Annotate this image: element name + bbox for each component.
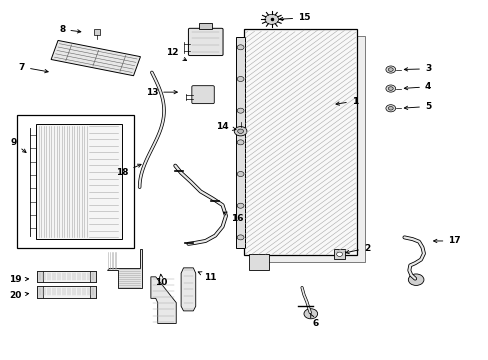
Text: 6: 6 [310, 314, 318, 328]
Text: 12: 12 [166, 48, 186, 60]
Text: 20: 20 [9, 291, 29, 300]
Text: 11: 11 [198, 272, 217, 282]
Circle shape [387, 68, 392, 71]
Text: 4: 4 [404, 82, 430, 91]
Text: 10: 10 [155, 274, 167, 287]
Circle shape [237, 203, 244, 208]
Bar [90, 271, 96, 282]
Circle shape [336, 252, 342, 256]
Bar [90, 286, 96, 298]
Bar [37, 286, 43, 298]
Circle shape [407, 274, 423, 285]
Circle shape [304, 309, 317, 319]
Polygon shape [107, 249, 142, 288]
Bar [253, 36, 365, 262]
Bar [333, 249, 345, 259]
Bar [37, 271, 96, 282]
Bar [244, 30, 356, 255]
Circle shape [385, 105, 395, 112]
Text: 5: 5 [404, 102, 430, 111]
Circle shape [237, 235, 244, 240]
Circle shape [237, 45, 244, 50]
Circle shape [237, 129, 243, 134]
Bar [249, 253, 268, 270]
Circle shape [237, 76, 244, 81]
Circle shape [387, 87, 392, 90]
Text: 7: 7 [19, 63, 48, 73]
Circle shape [234, 127, 246, 136]
Text: 13: 13 [145, 87, 177, 96]
Circle shape [237, 171, 244, 176]
Text: 3: 3 [404, 64, 430, 73]
Bar [37, 286, 96, 298]
Polygon shape [181, 268, 195, 311]
Text: 1: 1 [335, 96, 357, 105]
Circle shape [264, 14, 278, 24]
Polygon shape [51, 40, 140, 76]
Bar [235, 37, 245, 248]
Polygon shape [151, 277, 176, 323]
Bar [199, 23, 212, 30]
Text: 19: 19 [8, 275, 29, 284]
Text: 18: 18 [116, 164, 141, 177]
Text: 15: 15 [279, 13, 310, 22]
Text: 8: 8 [59, 25, 81, 34]
Circle shape [385, 85, 395, 92]
Circle shape [385, 66, 395, 73]
Bar [36, 125, 122, 239]
Circle shape [237, 140, 244, 145]
Text: 9: 9 [10, 138, 26, 153]
Circle shape [387, 107, 392, 110]
Bar [17, 116, 134, 248]
Bar [37, 271, 43, 282]
Circle shape [237, 108, 244, 113]
FancyBboxPatch shape [191, 86, 214, 104]
Text: 17: 17 [433, 237, 460, 246]
Text: 2: 2 [345, 244, 369, 254]
Text: 16: 16 [223, 212, 243, 223]
Bar [94, 30, 100, 35]
Text: 14: 14 [216, 122, 236, 131]
FancyBboxPatch shape [188, 28, 223, 55]
